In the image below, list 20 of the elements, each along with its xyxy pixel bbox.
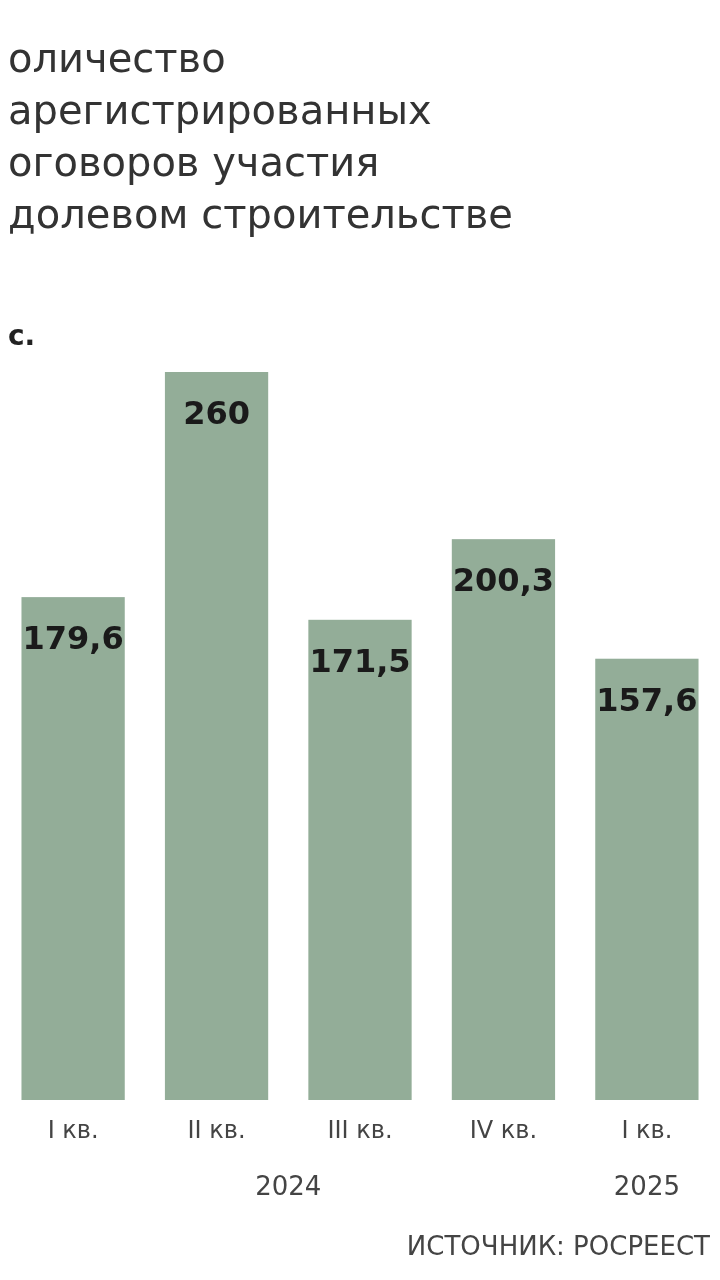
chart-subtitle: с. — [8, 319, 36, 352]
text: 2024 — [255, 1171, 322, 1201]
chart-title: оличество арегистрированных оговоров участия долевом строительстве — [8, 35, 513, 237]
bar — [451, 539, 556, 1100]
text: ИСТОЧНИК: РОСРЕЕСТ — [406, 1231, 711, 1261]
data-label: 200,3 — [452, 561, 555, 600]
bar — [21, 597, 125, 1100]
bar — [164, 372, 269, 1100]
data-label: 260 — [183, 394, 250, 432]
x-tick-label: III кв. — [327, 1116, 393, 1145]
data-label: 157,6 — [596, 680, 698, 719]
data-label: 179,6 — [22, 619, 124, 658]
x-tick-label: I кв. — [47, 1116, 99, 1145]
x-tick-label: II кв. — [187, 1116, 246, 1145]
bar — [308, 619, 412, 1100]
text: 2025 — [613, 1171, 680, 1201]
bar — [595, 658, 699, 1100]
data-label: 171,5 — [309, 641, 411, 680]
x-tick-label: IV кв. — [469, 1116, 538, 1145]
x-tick-label: I кв. — [621, 1116, 673, 1145]
